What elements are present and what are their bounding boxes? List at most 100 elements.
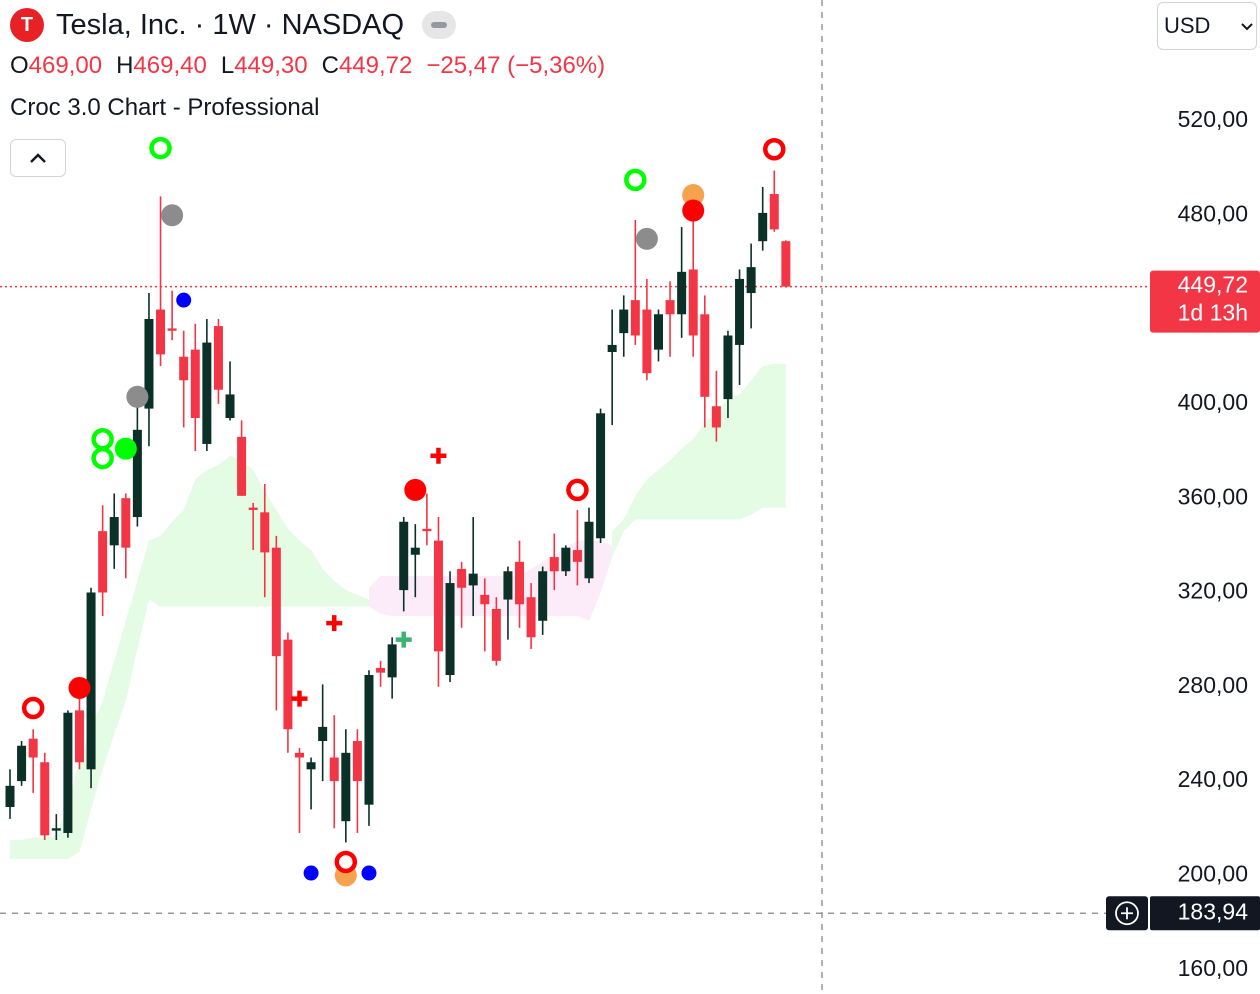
y-tick-label: 160,00: [1178, 955, 1248, 981]
y-tick-label: 400,00: [1178, 389, 1248, 415]
ohlc-item: C449,72: [322, 52, 413, 80]
candle-body: [619, 309, 629, 334]
candle-body: [515, 561, 525, 605]
candle-body: [329, 757, 339, 782]
candle-body: [584, 521, 594, 579]
candle-body: [387, 644, 397, 678]
candle-body: [213, 326, 223, 390]
candle-body: [596, 413, 606, 539]
signal-dot: [635, 227, 658, 250]
candle-body: [352, 741, 362, 782]
candle-body: [40, 762, 50, 836]
signal-ring: [624, 168, 647, 192]
signal-dot: [682, 183, 705, 206]
candle-body: [144, 318, 154, 409]
ohlc-item: L449,30: [221, 52, 308, 80]
chevron-down: [1241, 23, 1253, 31]
y-tick-label: 280,00: [1178, 672, 1248, 698]
signal-dot: [303, 865, 319, 881]
candle-body: [677, 271, 687, 315]
candle-body: [561, 547, 571, 572]
signal-ring: [91, 446, 114, 470]
ohlc-row: O469,00 H469,40 L449,30 C449,72 −25,47 (…: [10, 52, 605, 80]
candle-body: [538, 571, 548, 621]
crosshair-plus-icon: [1121, 907, 1133, 920]
ohlc-value: 469,00: [28, 52, 103, 79]
y-tick-label: 320,00: [1178, 578, 1248, 604]
candle-body: [491, 608, 501, 661]
toggle[interactable]: [422, 11, 457, 39]
signal-ring: [763, 137, 786, 161]
signal-ring: [91, 427, 114, 451]
candle-body: [109, 517, 119, 546]
candle-body: [781, 241, 791, 287]
logo: T: [10, 8, 44, 42]
ohlc-label: O: [10, 52, 29, 79]
candle-body: [572, 550, 582, 562]
candle-body: [410, 547, 420, 555]
candle-body: [607, 344, 617, 353]
symbol-title: Tesla, Inc. · 1W · NASDAQ: [56, 8, 405, 41]
y-tick-label: 520,00: [1178, 106, 1248, 132]
ohlc-value: 449,72: [338, 52, 413, 79]
candle-body: [179, 356, 189, 381]
ohlc-value: 449,30: [234, 52, 308, 79]
signal-cross: [291, 690, 308, 707]
collapse-button[interactable]: [10, 139, 66, 177]
crosshair-plus-icon: [1115, 901, 1139, 926]
candle-body: [283, 639, 293, 730]
signal-cross: [430, 447, 447, 464]
signal-cross: [326, 615, 343, 632]
candle-body: [688, 269, 698, 336]
candle-body: [480, 594, 490, 605]
candle-body: [260, 512, 270, 553]
candle-body: [121, 498, 131, 548]
candle-body: [433, 540, 443, 652]
candle-body: [630, 300, 640, 336]
candle-body: [202, 342, 212, 444]
candle-body: [526, 597, 536, 638]
y-tick-label: 240,00: [1178, 766, 1248, 792]
currency: USD: [1164, 13, 1211, 38]
candle-body: [445, 583, 455, 676]
currency-select[interactable]: USD: [1157, 2, 1257, 50]
candle-body: [190, 349, 200, 419]
signal-dot: [176, 292, 192, 308]
price-tag: [1150, 270, 1260, 333]
change: −25,47 (−5,36%): [426, 52, 606, 79]
candle-body: [549, 557, 559, 572]
candle-body: [769, 194, 779, 230]
signal-dot: [126, 385, 149, 408]
candle-body: [248, 507, 258, 510]
candle-body: [399, 521, 409, 591]
price-tag-value: 449,72: [1178, 272, 1248, 298]
indicator-name: Croc 3.0 Chart - Professional: [10, 94, 320, 121]
candle-body: [422, 528, 432, 532]
candle-body: [74, 710, 84, 763]
signal-dot: [361, 865, 377, 881]
candle-body: [156, 309, 166, 355]
candle-body: [711, 406, 721, 428]
cloud: [612, 363, 786, 558]
candle-body: [468, 573, 478, 586]
candle-body: [503, 571, 513, 600]
candle-body: [758, 212, 768, 242]
signal-ring: [21, 696, 45, 720]
ohlc-label: C: [321, 52, 339, 79]
y-tick-label: 200,00: [1178, 860, 1248, 886]
candle-body: [665, 300, 675, 315]
chevron-up: [30, 153, 46, 163]
candle-body: [295, 752, 304, 758]
candle-body: [642, 309, 652, 374]
candle-body: [376, 667, 386, 673]
ohlc-item: O469,00: [10, 52, 102, 80]
crosshair-tag-value: 183,94: [1178, 898, 1249, 924]
y-tick-label: 360,00: [1178, 483, 1248, 509]
y-tick-label: 480,00: [1178, 200, 1248, 226]
candle-body: [167, 328, 177, 331]
ohlc-value: 469,40: [133, 52, 207, 79]
candle-body: [51, 828, 61, 831]
candle-body: [5, 785, 15, 808]
ohlc-label: L: [220, 52, 235, 79]
